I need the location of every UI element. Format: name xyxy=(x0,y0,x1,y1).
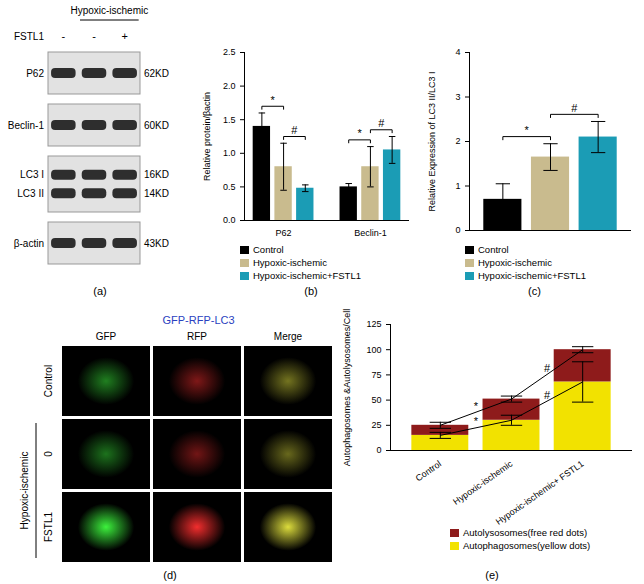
svg-text:16KD: 16KD xyxy=(144,169,169,180)
svg-text:#: # xyxy=(571,102,578,114)
svg-text:75: 75 xyxy=(371,370,381,380)
svg-text:Hypoxic-ischemic: Hypoxic-ischemic xyxy=(19,452,30,530)
svg-text:Hypoxic-ischemic+ FSTL1: Hypoxic-ischemic+ FSTL1 xyxy=(494,459,586,527)
html-text:Hypoxic-ischemic: Hypoxic-ischemic xyxy=(253,257,327,268)
html-text:(b): (b) xyxy=(304,285,318,297)
svg-text:Control: Control xyxy=(414,459,444,484)
svg-text:#: # xyxy=(291,124,298,136)
svg-text:Beclin-1: Beclin-1 xyxy=(8,120,45,131)
svg-text:-: - xyxy=(92,30,96,42)
svg-text:LC3 I: LC3 I xyxy=(20,169,44,180)
svg-text:125: 125 xyxy=(366,319,381,329)
svg-text:+: + xyxy=(121,30,127,42)
svg-text:Relative protein/βactin: Relative protein/βactin xyxy=(202,92,212,181)
svg-text:62KD: 62KD xyxy=(144,68,169,79)
html-text:Hypoxic-ischemic+FSTL1: Hypoxic-ischemic+FSTL1 xyxy=(253,270,361,281)
svg-text:*: * xyxy=(474,400,479,412)
svg-text:Hypoxic-ischemic: Hypoxic-ischemic xyxy=(451,458,514,507)
svg-text:25: 25 xyxy=(371,420,381,430)
svg-text:P62: P62 xyxy=(26,68,44,79)
html-text:(a): (a) xyxy=(93,285,107,297)
svg-text:0.0: 0.0 xyxy=(223,215,236,225)
html-text:Hypoxic-ischemic: Hypoxic-ischemic xyxy=(478,257,552,268)
svg-text:*: * xyxy=(357,127,362,139)
svg-text:RFP: RFP xyxy=(187,331,207,342)
svg-text:60KD: 60KD xyxy=(144,120,169,131)
svg-text:#: # xyxy=(544,362,551,374)
svg-text:4: 4 xyxy=(455,47,460,57)
svg-text:14KD: 14KD xyxy=(144,188,169,199)
svg-text:#: # xyxy=(544,389,551,401)
svg-text:Autophagosomes &Autolysosomes/: Autophagosomes &Autolysosomes/Cell xyxy=(342,309,352,467)
svg-text:0.5: 0.5 xyxy=(223,182,236,192)
svg-text:1: 1 xyxy=(455,181,460,191)
html-text:Autolysosomes(free red dots): Autolysosomes(free red dots) xyxy=(463,527,588,538)
html-text:Hypoxic-ischemic+FSTL1: Hypoxic-ischemic+FSTL1 xyxy=(478,270,586,281)
svg-text:1.5: 1.5 xyxy=(223,115,236,125)
svg-text:0: 0 xyxy=(43,451,54,457)
svg-text:Control: Control xyxy=(43,365,54,397)
svg-text:2.5: 2.5 xyxy=(223,47,236,57)
svg-text:*: * xyxy=(525,124,530,136)
svg-text:1.0: 1.0 xyxy=(223,148,236,158)
svg-text:Relative Expression of LC3 II/: Relative Expression of LC3 II/LC3 I xyxy=(427,71,437,211)
svg-text:0: 0 xyxy=(455,225,460,235)
svg-text:β-actin: β-actin xyxy=(14,238,44,249)
svg-text:Merge: Merge xyxy=(274,331,303,342)
svg-text:2.0: 2.0 xyxy=(223,81,236,91)
svg-text:LC3 II: LC3 II xyxy=(17,188,44,199)
html-text:(d): (d) xyxy=(163,569,177,581)
svg-text:-: - xyxy=(61,30,65,42)
svg-text:*: * xyxy=(271,94,276,106)
svg-text:Beclin-1: Beclin-1 xyxy=(354,228,387,238)
svg-text:#: # xyxy=(378,117,385,129)
svg-text:Hypoxic-ischemic: Hypoxic-ischemic xyxy=(70,5,148,16)
svg-text:2: 2 xyxy=(455,136,460,146)
svg-text:*: * xyxy=(474,415,479,427)
svg-text:50: 50 xyxy=(371,395,381,405)
html-text:(c): (c) xyxy=(528,285,541,297)
svg-text:3: 3 xyxy=(455,92,460,102)
svg-text:0: 0 xyxy=(376,445,381,455)
svg-text:100: 100 xyxy=(366,345,381,355)
html-text:Control: Control xyxy=(478,244,509,255)
svg-text:FSTL1: FSTL1 xyxy=(14,31,44,42)
html-text:(e): (e) xyxy=(485,569,499,581)
svg-text:GFP-RFP-LC3: GFP-RFP-LC3 xyxy=(162,314,234,326)
svg-text:FSTL1: FSTL1 xyxy=(43,512,54,542)
svg-text:43KD: 43KD xyxy=(144,238,169,249)
svg-text:GFP: GFP xyxy=(96,331,117,342)
html-text:Control: Control xyxy=(253,244,284,255)
html-text:Autophagosomes(yellow dots): Autophagosomes(yellow dots) xyxy=(463,540,591,551)
svg-text:P62: P62 xyxy=(276,228,292,238)
